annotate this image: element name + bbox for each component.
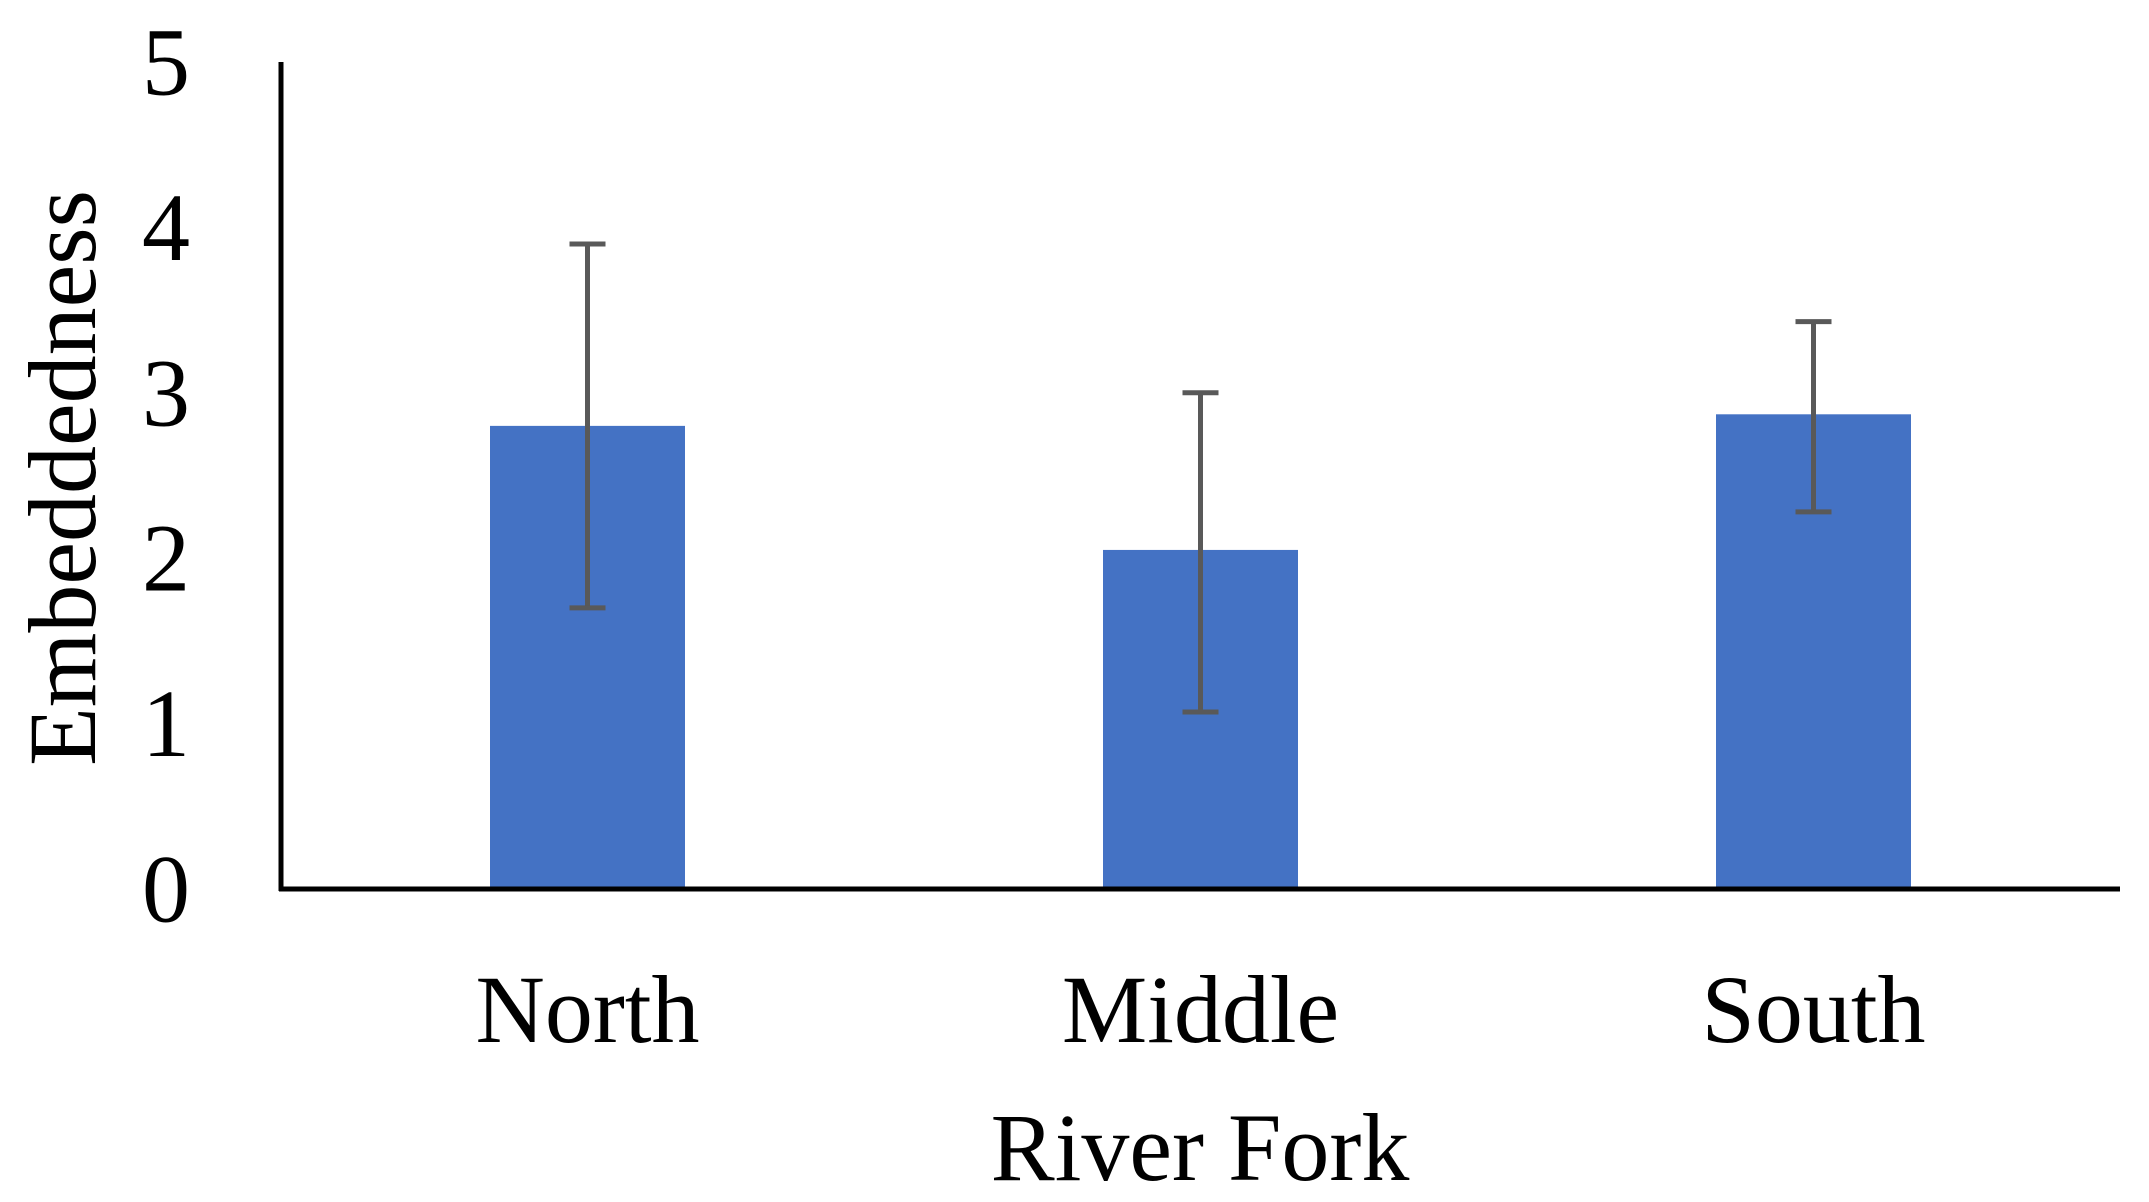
y-tick-label: 5 <box>142 9 190 116</box>
y-tick-label: 4 <box>142 174 190 281</box>
y-tick-label: 3 <box>142 339 190 446</box>
y-tick-label: 1 <box>142 670 190 777</box>
error-bar-middle <box>1182 390 1219 715</box>
error-bar-south <box>1795 319 1832 515</box>
x-tick-label-south: South <box>1701 956 1925 1063</box>
y-tick-label: 2 <box>142 505 190 612</box>
x-axis-title: River Fork <box>991 1094 1410 1201</box>
y-tick-label: 0 <box>142 836 190 943</box>
x-category-labels: North Middle South <box>476 956 1926 1063</box>
error-bars-layer <box>569 241 1832 715</box>
error-bar-north <box>569 241 606 611</box>
x-tick-label-middle: Middle <box>1062 956 1339 1063</box>
y-tick-labels: 0 1 2 3 4 5 <box>142 9 190 943</box>
x-tick-label-north: North <box>476 956 700 1063</box>
y-axis-title: Embeddedness <box>9 190 116 766</box>
